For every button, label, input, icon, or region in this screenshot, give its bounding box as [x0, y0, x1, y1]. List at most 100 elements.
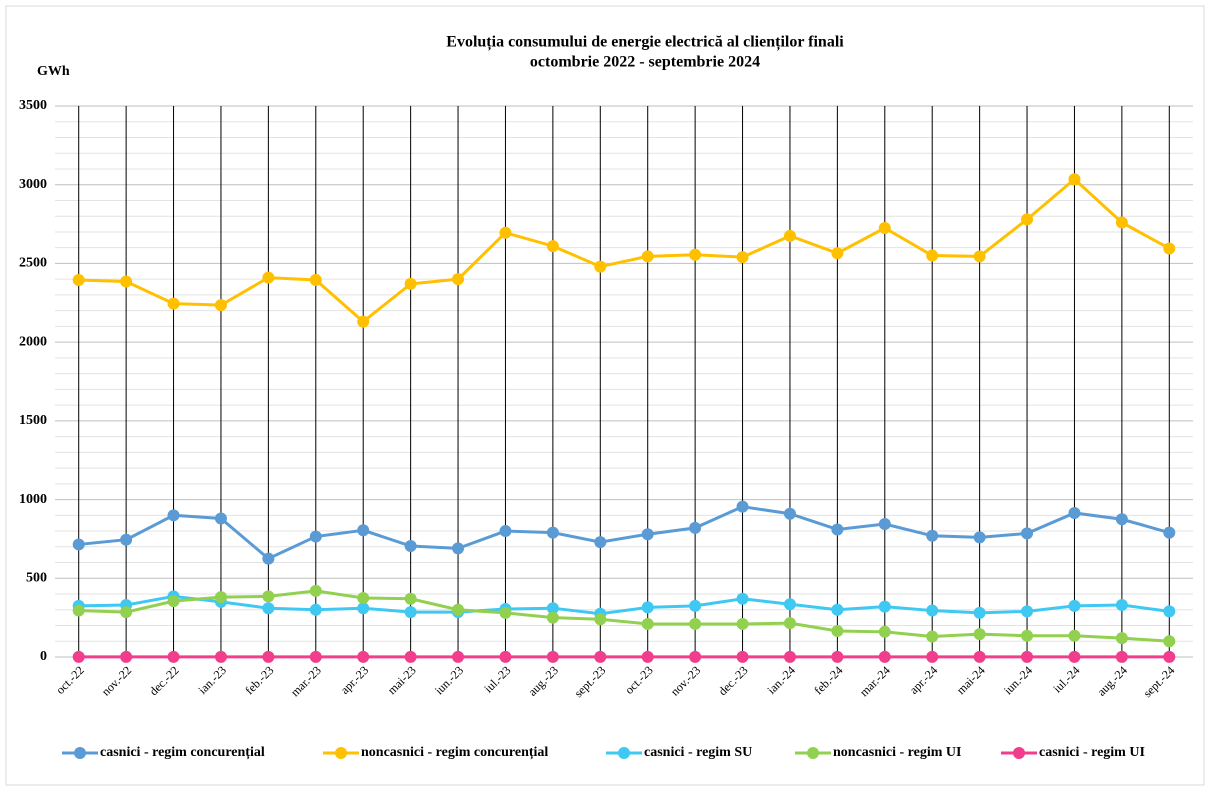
legend-label: noncasnici - regim concurențial: [361, 745, 548, 760]
data-point: [214, 299, 227, 312]
data-point: [1068, 599, 1081, 612]
data-point: [1021, 605, 1034, 618]
data-point: [736, 500, 749, 513]
data-point: [689, 650, 702, 663]
data-point: [262, 590, 275, 603]
data-point: [404, 277, 417, 290]
data-point: [499, 650, 512, 663]
data-point: [594, 536, 607, 549]
data-point: [357, 591, 370, 604]
data-point: [878, 222, 891, 235]
y-tick-label: 1500: [19, 413, 47, 428]
data-point: [783, 598, 796, 611]
y-tick-label: 3500: [19, 98, 47, 113]
data-point: [546, 650, 559, 663]
series-line: [78, 589, 1170, 643]
data-point: [1068, 629, 1081, 642]
data-point: [1115, 216, 1128, 229]
data-point: [1163, 650, 1176, 663]
y-tick-label: 500: [26, 571, 47, 586]
data-point: [736, 251, 749, 264]
y-tick-label: 3000: [19, 177, 47, 192]
legend-label: casnici - regim concurențial: [100, 745, 265, 760]
y-tick-label: 2500: [19, 256, 47, 271]
data-point: [689, 248, 702, 261]
data-point: [357, 650, 370, 663]
data-point: [452, 603, 465, 616]
data-point: [926, 650, 939, 663]
data-point: [1115, 513, 1128, 526]
data-point: [357, 602, 370, 615]
series-line: [78, 505, 1170, 561]
data-point: [120, 533, 133, 546]
data-point: [404, 606, 417, 619]
data-point: [404, 592, 417, 605]
data-point: [72, 604, 85, 617]
data-point: [120, 606, 133, 619]
data-point: [72, 273, 85, 286]
data-point: [783, 507, 796, 520]
data-point: [878, 650, 891, 663]
data-point: [167, 509, 180, 522]
data-point: [167, 595, 180, 608]
data-point: [783, 229, 796, 242]
legend-marker: [74, 747, 86, 759]
legend-label: casnici - regim SU: [644, 745, 752, 760]
data-point: [120, 275, 133, 288]
data-point: [831, 247, 844, 260]
data-point: [499, 226, 512, 239]
data-point: [878, 600, 891, 613]
data-point: [499, 525, 512, 538]
data-point: [783, 617, 796, 630]
data-point: [878, 625, 891, 638]
data-point: [641, 617, 654, 630]
data-point: [973, 628, 986, 641]
data-point: [167, 650, 180, 663]
data-point: [214, 650, 227, 663]
y-tick-label: 2000: [19, 334, 47, 349]
data-point: [309, 603, 322, 616]
data-point: [72, 538, 85, 551]
data-point: [1163, 605, 1176, 618]
data-point: [452, 650, 465, 663]
data-point: [689, 599, 702, 612]
data-point: [1068, 506, 1081, 519]
data-point: [1021, 629, 1034, 642]
data-point: [214, 512, 227, 525]
data-point: [357, 524, 370, 537]
data-point: [72, 650, 85, 663]
series-line: [78, 594, 1170, 616]
data-point: [594, 613, 607, 626]
data-point: [1115, 599, 1128, 612]
y-tick-label: 0: [40, 649, 47, 664]
data-point: [1068, 173, 1081, 186]
data-point: [736, 617, 749, 630]
legend-marker: [1013, 747, 1025, 759]
data-point: [309, 530, 322, 543]
data-point: [1068, 650, 1081, 663]
data-point: [878, 517, 891, 530]
data-point: [404, 540, 417, 553]
y-axis-label: GWh: [37, 64, 70, 79]
data-point: [120, 650, 133, 663]
data-point: [1021, 213, 1034, 226]
data-point: [309, 273, 322, 286]
data-point: [594, 650, 607, 663]
series-line: [78, 177, 1171, 324]
data-point: [262, 271, 275, 284]
legend-marker: [335, 747, 347, 759]
data-point: [831, 650, 844, 663]
y-tick-label: 1000: [19, 492, 47, 507]
chart-title: Evoluția consumului de energie electrică…: [446, 34, 844, 52]
chart-subtitle: octombrie 2022 - septembrie 2024: [530, 54, 760, 71]
data-point: [926, 249, 939, 262]
data-point: [1163, 242, 1176, 255]
data-point: [594, 260, 607, 273]
data-point: [1115, 650, 1128, 663]
data-point: [404, 650, 417, 663]
data-point: [1115, 632, 1128, 645]
data-point: [831, 523, 844, 536]
data-point: [1021, 527, 1034, 540]
data-point: [641, 601, 654, 614]
